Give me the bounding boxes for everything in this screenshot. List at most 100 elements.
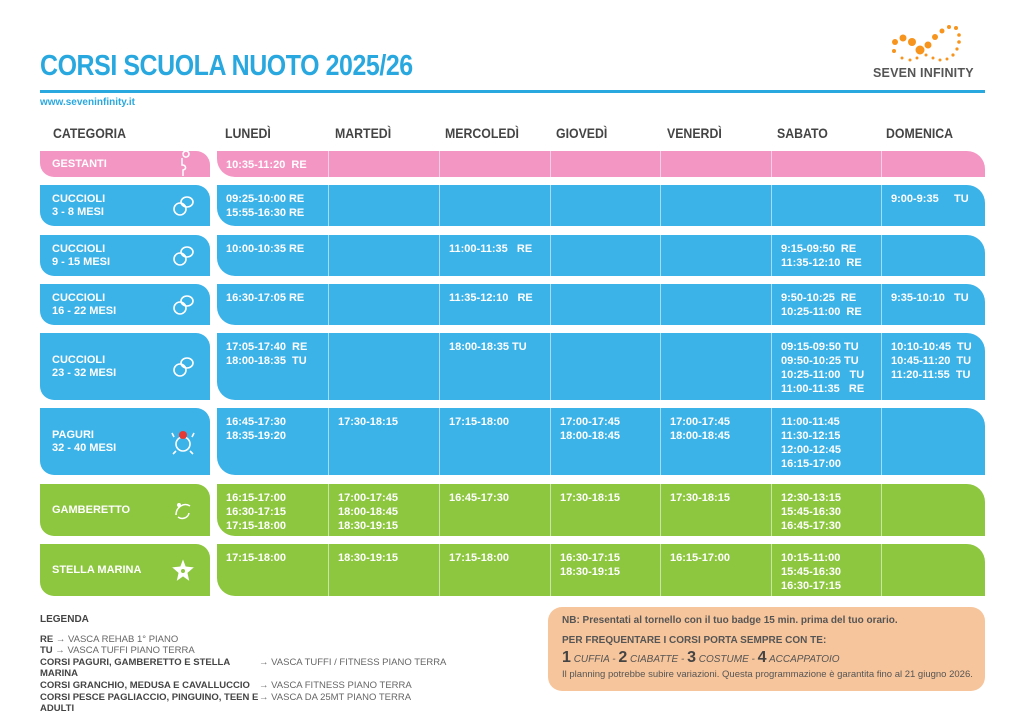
time-slot-cell: 9:35-10:10 TU <box>891 292 969 304</box>
time-slot-cell: 17:30-18:15 <box>661 484 772 536</box>
schedule-row: CUCCIOLI 16 - 22 MESI 16:30-17:05 RE 11:35… <box>40 284 985 325</box>
days-block: 16:15-17:00 16:30-17:15 17:15-18:00 17:00… <box>217 484 985 536</box>
pregnant-icon <box>181 151 190 176</box>
pacifier-icon <box>173 294 194 315</box>
column-header: LUNEDÌ <box>225 125 271 141</box>
category-label: GAMBERETTO <box>52 503 131 516</box>
days-block: 10:35-11:20 RE <box>217 151 985 177</box>
pacifier-icon <box>173 356 194 377</box>
time-slot-cell <box>551 235 661 276</box>
category-cell: CUCCIOLI 9 - 15 MESI <box>40 235 210 276</box>
legend-pool-tu: TU → VASCA TUFFI PIANO TERRA <box>40 645 195 657</box>
logo-text: SEVEN INFINITY <box>873 66 974 80</box>
time-slot-cell <box>882 151 985 177</box>
category-cell: CUCCIOLI 16 - 22 MESI <box>40 284 210 325</box>
legend: LEGENDA RE → VASCA REHAB 1° PIANO TU → V… <box>40 614 446 715</box>
time-slot-cell: 09:15-09:50 TU 09:50-10:25 TU 10:25-11:0… <box>772 333 882 400</box>
time-slot-cell: 17:15-18:00 <box>440 544 551 596</box>
schedule-row: CUCCIOLI 3 - 8 MESI 09:25-10:00 RE 15:55-… <box>40 185 985 226</box>
category-label: CUCCIOLI 23 - 32 MESI <box>52 353 117 379</box>
category-cell: STELLA MARINA <box>40 544 210 596</box>
time-slot-cell: 9:00-9:35 TU <box>891 193 969 205</box>
time-slot-cell <box>551 185 661 226</box>
time-slot-cell <box>661 151 772 177</box>
column-header: DOMENICA <box>886 125 954 141</box>
category-cell: CUCCIOLI 23 - 32 MESI <box>40 333 210 400</box>
time-slot-cell <box>772 185 882 226</box>
time-slot-cell <box>661 333 772 400</box>
days-block: 17:15-18:00 18:30-19:15 17:15-18:00 16:30-1… <box>217 544 985 596</box>
column-header: VENERDÌ <box>667 125 722 141</box>
category-cell: CUCCIOLI 3 - 8 MESI <box>40 185 210 226</box>
days-block: 16:45-17:30 18:35-19:20 17:30-18:15 17:15-… <box>217 408 985 475</box>
time-slot-cell <box>551 333 661 400</box>
time-slot-cell: 12:30-13:15 15:45-16:30 16:45-17:30 <box>772 484 882 536</box>
category-cell: GAMBERETTO <box>40 484 210 536</box>
seven-infinity-logo <box>892 25 961 62</box>
column-header: GIOVEDÌ <box>556 125 608 141</box>
column-header: CATEGORIA <box>53 125 127 141</box>
time-slot-cell <box>329 333 440 400</box>
time-slot-cell: 9:50-10:25 RE 10:25-11:00 RE <box>772 284 882 325</box>
time-slot-cell: 11:00-11:35 RE <box>440 235 551 276</box>
category-label: PAGURI 32 - 40 MESI <box>52 428 117 454</box>
time-slot-cell <box>882 235 985 276</box>
time-slot-cell: 16:45-17:30 18:35-19:20 <box>217 408 329 475</box>
time-slot-cell: 17:30-18:15 <box>551 484 661 536</box>
column-header: MARTEDÌ <box>335 125 392 141</box>
legend-pool-re: RE → VASCA REHAB 1° PIANO <box>40 633 179 645</box>
time-slot-cell <box>551 284 661 325</box>
schedule-row: STELLA MARINA 17:15-18:00 18:30-19:15 17:15… <box>40 544 985 596</box>
category-cell: PAGURI 32 - 40 MESI <box>40 408 210 475</box>
legend-title: LEGENDA <box>40 614 89 625</box>
days-block: 09:25-10:00 RE 15:55-16:30 RE 9:00-9:35 T… <box>217 185 985 226</box>
schedule-row: CUCCIOLI 23 - 32 MESI 17:05-17:40 RE 18:0… <box>40 333 985 400</box>
schedule-row: GAMBERETTO 16:15-17:00 16:30-17:15 17:15-… <box>40 484 985 536</box>
schedule-row: CUCCIOLI 9 - 15 MESI 10:00-10:35 RE 11:00-… <box>40 235 985 276</box>
category-label: GESTANTI <box>52 157 107 170</box>
time-slot-cell <box>551 151 661 177</box>
time-slot-cell: 16:30-17:05 RE <box>217 284 329 325</box>
time-slot-cell: 16:15-17:00 16:30-17:15 17:15-18:00 <box>217 484 329 536</box>
time-slot-cell <box>882 408 985 475</box>
days-block: 17:05-17:40 RE 18:00-18:35 TU 18:00-18:35… <box>217 333 985 400</box>
website-link[interactable]: www.seveninfinity.it <box>40 97 136 108</box>
nb-text: NB: Presentati al tornello con il tuo ba… <box>562 615 898 626</box>
time-slot-cell: 18:00-18:35 TU <box>440 333 551 400</box>
legend-course-row: CORSI GRANCHIO, MEDUSA E CAVALLUCCIO → VA… <box>40 679 412 691</box>
crab-icon <box>171 430 195 455</box>
time-slot-cell <box>440 151 551 177</box>
time-slot-cell <box>772 151 882 177</box>
time-slot-cell <box>661 185 772 226</box>
time-slot-cell: 17:00-17:45 18:00-18:45 <box>661 408 772 475</box>
time-slot-cell <box>440 185 551 226</box>
time-slot-cell <box>329 151 440 177</box>
category-label: CUCCIOLI 16 - 22 MESI <box>52 291 117 317</box>
time-slot-cell: 16:45-17:30 <box>440 484 551 536</box>
bring-title: PER FREQUENTARE I CORSI PORTA SEMPRE CON… <box>562 635 827 646</box>
time-slot-cell: 10:10-10:45 TU 10:45-11:20 TU 11:20-11:5… <box>891 341 972 381</box>
schedule-row: PAGURI 32 - 40 MESI 16:45-17:30 18:35-19:… <box>40 408 985 475</box>
time-slot-cell: 17:30-18:15 <box>329 408 440 475</box>
legend-course-row: CORSI PESCE PAGLIACCIO, PINGUINO, TEEN E… <box>40 691 412 715</box>
days-block: 10:00-10:35 RE 11:00-11:35 RE 9:15-09:50 R… <box>217 235 985 276</box>
column-header: MERCOLEDÌ <box>445 125 519 141</box>
starfish-icon <box>170 557 196 583</box>
time-slot-cell: 11:00-11:45 11:30-12:15 12:00-12:45 16:1… <box>772 408 882 475</box>
time-slot-cell: 11:35-12:10 RE <box>440 284 551 325</box>
time-slot-cell: 10:00-10:35 RE <box>217 235 329 276</box>
header-divider <box>40 90 985 93</box>
time-slot-cell <box>329 284 440 325</box>
shrimp-icon <box>175 503 191 520</box>
schedule-row: GESTANTI 10:35-11:20 RE <box>40 151 985 177</box>
disclaimer: Il planning potrebbe subire variazioni. … <box>562 669 973 680</box>
time-slot-cell <box>882 484 985 536</box>
time-slot-cell: 17:00-17:45 18:00-18:45 18:30-19:15 <box>329 484 440 536</box>
time-slot-cell: 18:30-19:15 <box>329 544 440 596</box>
time-slot-cell <box>882 544 985 596</box>
time-slot-cell: 09:25-10:00 RE 15:55-16:30 RE <box>217 185 329 226</box>
time-slot-cell <box>329 185 440 226</box>
time-slot-cell: 17:00-17:45 18:00-18:45 <box>551 408 661 475</box>
time-slot-cell: 9:15-09:50 RE 11:35-12:10 RE <box>772 235 882 276</box>
category-label: CUCCIOLI 9 - 15 MESI <box>52 242 111 268</box>
